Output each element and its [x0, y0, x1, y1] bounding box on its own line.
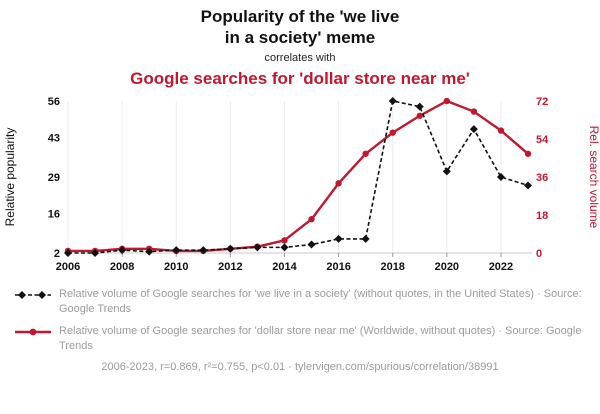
legend-item-dollar-store: Relative volume of Google searches for '… [14, 324, 586, 354]
meme-point [64, 249, 72, 258]
dollar-store-point [362, 151, 369, 158]
dollar-store-point [470, 108, 478, 116]
left-tick-label: 56 [48, 96, 60, 108]
meme-point [199, 246, 208, 255]
left-tick-label: 43 [48, 133, 60, 145]
legend-label-dollar-store: Relative volume of Google searches for '… [59, 325, 582, 352]
meme-point [361, 235, 370, 244]
dollar-store-line [68, 100, 529, 253]
meme-point [172, 246, 181, 255]
meme-point [388, 97, 397, 106]
x-tick-label: 2018 [380, 261, 404, 273]
dollar-store-point [416, 113, 423, 120]
legend-item-meme: Relative volume of Google searches for '… [14, 287, 586, 317]
meme-point [415, 103, 424, 112]
dollar-store-point [524, 151, 532, 158]
meme-point [442, 167, 451, 176]
x-tick-label: 2022 [489, 261, 513, 273]
correlates-with-label: correlates with [264, 52, 336, 65]
title-line-1: Popularity of the 'we live [200, 7, 400, 26]
right-tick-label: 36 [536, 172, 548, 184]
x-tick-label: 2016 [326, 261, 350, 273]
meme-point [91, 249, 100, 258]
dollar-store-point [389, 129, 396, 137]
right-tick-label: 18 [536, 210, 548, 222]
stats-footer: 2006-2023, r=0.869, r²=0.755, p<0.01 · t… [101, 360, 499, 373]
right-axis-title: Rel. search volume [587, 126, 600, 229]
secondary-title: Google searches for 'dollar store near m… [130, 69, 470, 89]
left-tick-label: 16 [48, 209, 60, 221]
meme-point [226, 245, 235, 254]
correlation-chart: 2006 2008 2010 2012 2014 2016 2018 2020 2022 2 16 2… [3, 96, 600, 273]
chart-header: Popularity of the 'we live in a society'… [0, 0, 600, 89]
legend-swatch-dashed-diamond [15, 291, 51, 300]
meme-point [496, 173, 505, 182]
left-tick-label: 29 [48, 172, 60, 184]
left-tick-label: 2 [54, 248, 60, 260]
meme-point [253, 243, 262, 252]
x-tick-label: 2006 [56, 261, 80, 273]
right-tick-label: 72 [536, 96, 548, 108]
chart-area: 2006 2008 2010 2012 2014 2016 2018 2020 2022 2 16 2… [0, 91, 600, 283]
legend: Relative volume of Google searches for '… [0, 283, 600, 353]
dollar-store-point [443, 98, 451, 105]
x-tick-label: 2020 [435, 261, 459, 273]
legend-swatch-solid-circle [15, 328, 51, 336]
dollar-store-point [281, 237, 288, 245]
page-title: Popularity of the 'we live in a society'… [0, 7, 600, 48]
right-tick-label: 54 [536, 134, 549, 146]
meme-point [307, 241, 316, 250]
meme-point [334, 235, 343, 244]
legend-label-meme: Relative volume of Google searches for '… [59, 288, 582, 316]
x-tick-label: 2008 [110, 261, 134, 273]
x-tick-label: 2014 [272, 261, 297, 273]
dollar-store-point [497, 127, 505, 135]
meme-point [280, 243, 289, 252]
dollar-store-point [308, 216, 315, 223]
meme-point [118, 246, 127, 255]
right-tick-label: 0 [536, 248, 542, 260]
dollar-store-point [335, 180, 342, 188]
x-tick-label: 2010 [164, 261, 188, 273]
title-line-2: in a society' meme [224, 27, 376, 47]
x-tick-label: 2012 [218, 261, 242, 273]
meme-point [524, 181, 532, 190]
meme-point [145, 248, 154, 257]
left-axis-title: Relative popularity [3, 128, 17, 227]
meme-point [469, 125, 478, 134]
meme-line [68, 100, 529, 255]
